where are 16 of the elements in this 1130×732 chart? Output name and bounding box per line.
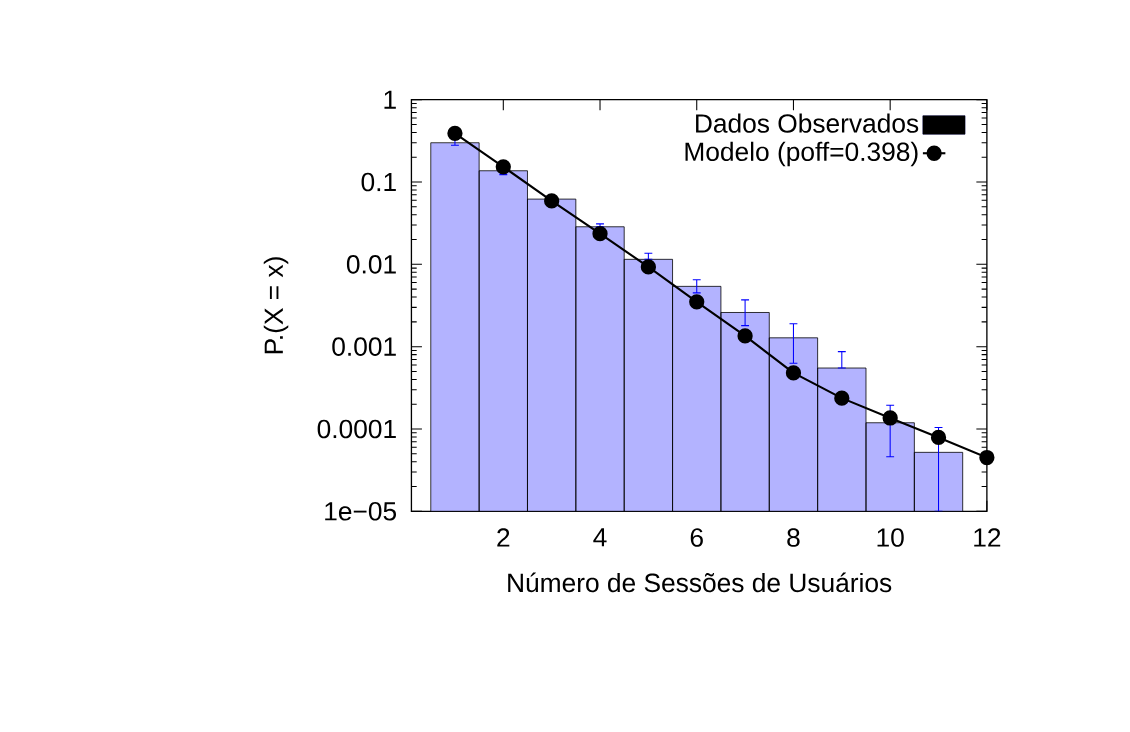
y-tick-label: 0.0001: [317, 419, 396, 439]
x-tick-label: 6: [690, 528, 703, 547]
legend-label: Modelo (poff=0.398): [685, 141, 918, 167]
legend-label: Dados Observados: [696, 113, 919, 133]
y-tick-label: 1e−05: [325, 501, 397, 521]
x-tick-label: 10: [877, 528, 904, 547]
y-tick-label: 0.001: [332, 337, 396, 356]
y-axis-title: P.(X = x): [263, 257, 289, 353]
y-tick-label: 1: [384, 90, 396, 109]
y-tick-label: 0.1: [361, 172, 396, 192]
x-tick-label: 8: [787, 528, 800, 547]
x-axis-title: Número de Sessões de Usuários: [508, 572, 892, 593]
x-tick-label: 2: [497, 528, 510, 547]
y-tick-label: 0.01: [346, 254, 396, 274]
x-tick-label: 12: [974, 528, 1001, 547]
x-tick-label: 4: [593, 528, 607, 547]
